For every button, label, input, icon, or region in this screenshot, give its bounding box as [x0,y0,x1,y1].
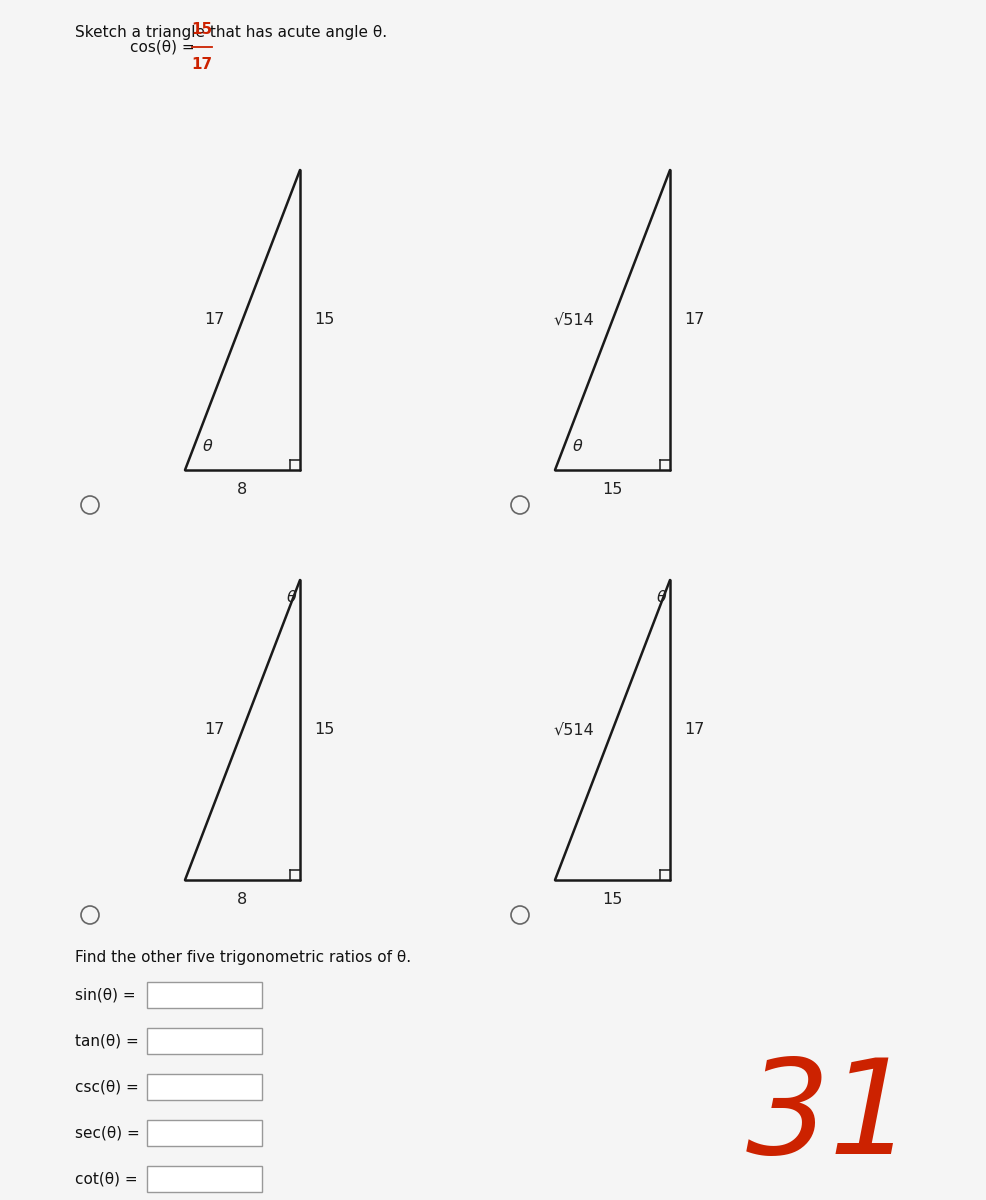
Text: 17: 17 [683,312,704,328]
Text: Find the other five trigonometric ratios of θ.: Find the other five trigonometric ratios… [75,950,411,965]
FancyBboxPatch shape [147,1028,261,1054]
Text: csc(θ) =: csc(θ) = [75,1080,139,1094]
Text: √514: √514 [553,722,594,738]
Text: sec(θ) =: sec(θ) = [75,1126,140,1140]
Text: θ: θ [286,590,296,605]
Text: θ: θ [573,439,582,454]
Text: 15: 15 [314,722,334,738]
Text: 17: 17 [191,56,212,72]
Text: 8: 8 [238,892,247,907]
FancyBboxPatch shape [147,1074,261,1100]
Text: θ: θ [656,590,666,605]
FancyBboxPatch shape [147,1166,261,1192]
Text: 31: 31 [745,1054,913,1181]
Text: 8: 8 [238,482,247,497]
Text: 17: 17 [683,722,704,738]
Text: 17: 17 [204,722,224,738]
Text: 15: 15 [601,482,622,497]
Text: 15: 15 [314,312,334,328]
Text: 15: 15 [191,22,212,37]
FancyBboxPatch shape [147,982,261,1008]
Text: θ: θ [203,439,213,454]
Text: cot(θ) =: cot(θ) = [75,1171,137,1187]
Text: Sketch a triangle that has acute angle θ.: Sketch a triangle that has acute angle θ… [75,25,387,40]
Text: √514: √514 [553,312,594,328]
Text: 15: 15 [601,892,622,907]
FancyBboxPatch shape [147,1120,261,1146]
Text: 17: 17 [204,312,224,328]
Text: cos(θ) =: cos(θ) = [130,40,199,54]
Text: tan(θ) =: tan(θ) = [75,1033,139,1049]
Text: sin(θ) =: sin(θ) = [75,988,135,1002]
